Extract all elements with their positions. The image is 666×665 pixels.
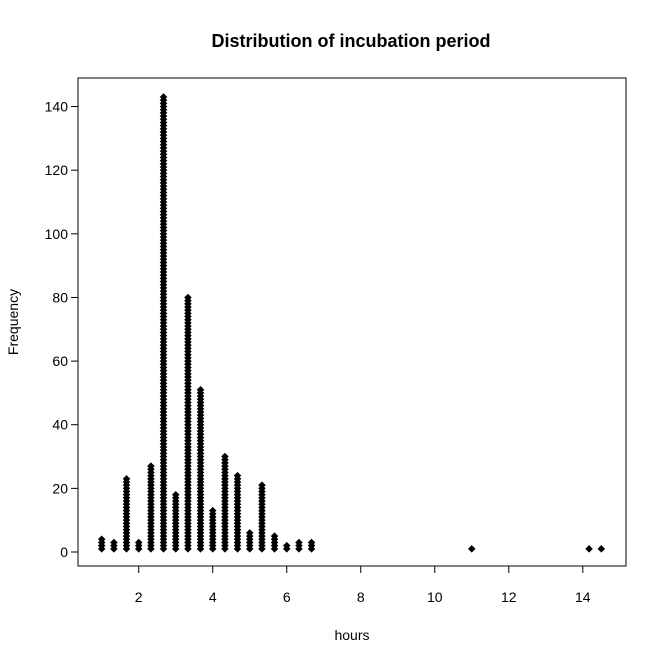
data-column (245, 529, 254, 553)
x-tick-label: 12 (501, 589, 517, 605)
y-tick-label: 140 (45, 99, 69, 115)
y-tick-label: 80 (52, 289, 68, 305)
data-point (597, 545, 606, 553)
data-point (122, 475, 131, 483)
x-tick-label: 4 (209, 589, 217, 605)
x-axis: 2 4 6 8 10 12 14 (135, 565, 591, 605)
data-point (295, 538, 303, 547)
data-point (270, 532, 279, 540)
data-column (147, 462, 155, 553)
data-column (282, 541, 291, 553)
data-point (184, 293, 192, 302)
y-axis: 0 20 40 60 80 100 120 140 (45, 99, 79, 560)
data-column (258, 481, 266, 553)
y-tick-label: 0 (60, 544, 68, 560)
data-column (122, 475, 131, 553)
data-point (307, 538, 316, 547)
y-tick-label: 20 (52, 480, 68, 496)
data-point (196, 385, 205, 394)
data-point (147, 462, 155, 470)
x-tick-label: 14 (575, 589, 591, 605)
y-tick-label: 100 (45, 226, 69, 242)
data-point (233, 471, 242, 480)
x-tick-label: 2 (135, 589, 143, 605)
data-point (208, 506, 217, 515)
x-tick-label: 10 (427, 589, 443, 605)
data-point (171, 490, 180, 499)
y-tick-label: 60 (52, 353, 68, 369)
x-tick-label: 6 (283, 589, 291, 605)
y-axis-label: Frequency (5, 289, 21, 355)
y-tick-label: 40 (52, 417, 68, 433)
data-column (97, 535, 106, 553)
data-column (134, 538, 143, 553)
data-column (597, 545, 606, 553)
x-axis-label: hours (334, 627, 369, 643)
data-point (258, 481, 266, 489)
data-point (468, 545, 476, 553)
chart-title: Distribution of incubation period (212, 31, 491, 51)
data-column (233, 471, 242, 553)
data-column (468, 545, 476, 553)
y-tick-label: 120 (45, 162, 69, 178)
data-points (97, 93, 606, 553)
data-point (221, 452, 229, 461)
data-column (196, 385, 205, 553)
data-point (282, 541, 291, 550)
data-column (171, 490, 180, 553)
data-column (184, 293, 192, 553)
data-point (134, 538, 143, 547)
data-point (585, 545, 593, 553)
data-column (208, 506, 217, 553)
data-point (110, 538, 118, 547)
x-tick-label: 8 (357, 589, 365, 605)
data-column (159, 93, 168, 553)
data-point (159, 93, 168, 101)
data-column (221, 452, 229, 553)
data-column (110, 538, 118, 553)
data-point (245, 529, 254, 537)
data-column (307, 538, 316, 553)
data-column (585, 545, 593, 553)
data-column (295, 538, 303, 553)
data-point (97, 535, 106, 544)
data-column (270, 532, 279, 553)
